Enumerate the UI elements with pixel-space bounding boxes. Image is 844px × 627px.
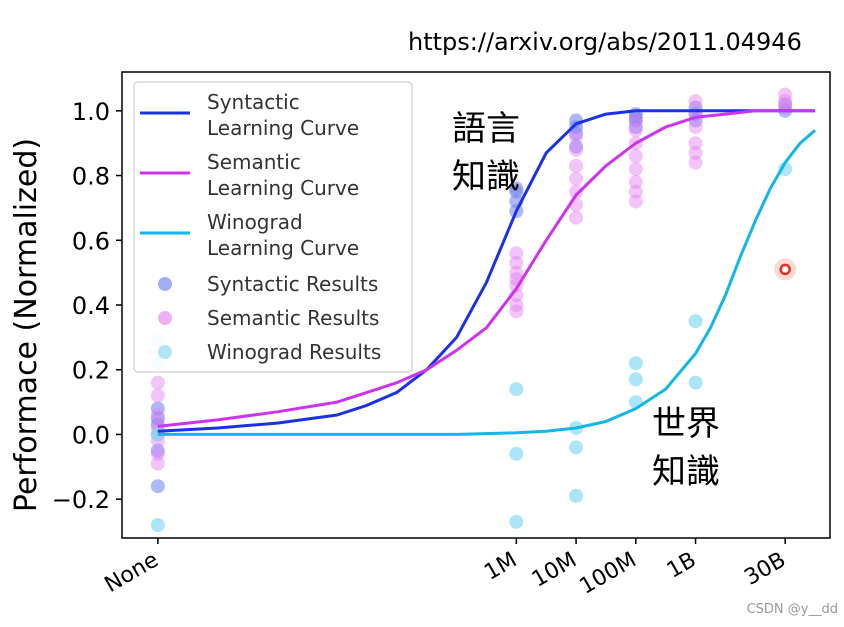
point-syntactic-results-16 (628, 120, 643, 135)
point-semantic-results-30 (688, 94, 703, 109)
point-winograd-results-10 (628, 356, 643, 371)
y-tick-label: 0.8 (72, 163, 110, 191)
point-semantic-results-34 (688, 145, 703, 160)
x-tick-label: None (101, 548, 163, 598)
legend-label: Semantic (207, 150, 301, 174)
legend-label: Learning Curve (207, 236, 359, 260)
point-semantic-results-18 (569, 171, 584, 186)
y-tick-label: 0.6 (72, 227, 110, 255)
x-tick-label: 1B (663, 548, 701, 584)
point-winograd-results-13 (688, 314, 703, 329)
point-syntactic-results-3 (150, 443, 165, 458)
legend-label: Learning Curve (207, 116, 359, 140)
legend-point-swatch (158, 345, 172, 359)
y-tick-label: 0.4 (72, 292, 110, 320)
legend-label: Winograd (207, 210, 303, 234)
highlight-marker (779, 263, 791, 276)
point-syntactic-results-12 (569, 126, 584, 141)
legend-label: Semantic Results (207, 306, 379, 330)
point-semantic-results-13 (509, 298, 524, 312)
annotation-language-knowledge: 語言 (452, 109, 520, 149)
point-syntactic-results-4 (150, 479, 165, 494)
point-semantic-results-6 (150, 375, 165, 390)
curve-semantic-learning-curve (157, 109, 816, 428)
point-semantic-results-7 (509, 246, 524, 261)
point-semantic-results-29 (628, 194, 643, 209)
x-tick-label: 1M (480, 548, 521, 586)
x-tick-label: 10M (528, 548, 581, 593)
legend-label: Learning Curve (207, 176, 359, 200)
point-semantic-results-21 (569, 210, 584, 225)
point-semantic-results-9 (509, 265, 524, 280)
point-semantic-results-19 (569, 184, 584, 199)
point-syntactic-results-9 (509, 181, 524, 196)
annotation-world-knowledge: 知識 (652, 452, 720, 492)
point-semantic-results-27 (628, 175, 643, 190)
point-semantic-results-28 (628, 184, 643, 199)
point-semantic-results-4 (150, 446, 165, 461)
point-winograd-results-15 (778, 162, 793, 177)
y-tick-label: 0.0 (72, 421, 110, 449)
curve-winograd-learning-curve (157, 129, 817, 436)
y-tick-label: −0.2 (52, 486, 110, 514)
point-winograd-results-11 (628, 372, 643, 387)
point-semantic-results-22 (628, 113, 643, 128)
legend-label: Syntactic Results (207, 272, 378, 296)
point-winograd-results-2 (150, 518, 165, 533)
point-semantic-results-37 (778, 94, 793, 109)
point-semantic-results-5 (150, 456, 165, 471)
source-url: https://arxiv.org/abs/2011.04946 (408, 28, 802, 56)
y-tick-label: 1.0 (72, 98, 110, 126)
point-semantic-results-16 (569, 142, 584, 157)
x-tick-label: 100M (576, 548, 641, 600)
point-semantic-results-35 (688, 155, 703, 170)
point-winograd-results-8 (569, 440, 584, 455)
legend-label: Syntactic (207, 90, 300, 114)
x-tick-label: 30B (740, 548, 790, 591)
watermark: CSDN @y__dd (747, 602, 838, 617)
point-semantic-results-8 (509, 255, 524, 270)
legend-point-swatch (158, 277, 172, 291)
point-syntactic-results-0 (150, 401, 165, 416)
point-winograd-results-4 (509, 382, 524, 397)
point-semantic-results-15 (569, 129, 584, 144)
legend-box (133, 81, 413, 373)
point-syntactic-results-13 (569, 139, 584, 154)
point-winograd-results-6 (509, 514, 524, 529)
legend-label: Winograd Results (207, 340, 381, 364)
annotation-language-knowledge: 知識 (452, 157, 520, 197)
point-winograd-results-5 (509, 446, 524, 461)
curve-syntactic-learning-curve (157, 109, 816, 433)
point-semantic-results-25 (628, 149, 643, 164)
legend-point-swatch (158, 311, 172, 325)
point-semantic-results-33 (688, 136, 703, 151)
point-syntactic-results-5 (150, 417, 165, 432)
point-semantic-results-36 (778, 87, 793, 102)
point-semantic-results-17 (569, 158, 584, 173)
point-semantic-results-26 (628, 162, 643, 177)
annotation-world-knowledge: 世界 (652, 404, 720, 444)
plot-area (150, 87, 817, 533)
point-semantic-results-23 (628, 123, 643, 138)
point-winograd-results-9 (569, 488, 584, 503)
point-semantic-results-32 (688, 120, 703, 135)
y-tick-label: 0.2 (72, 357, 110, 385)
point-semantic-results-14 (509, 304, 524, 319)
point-semantic-results-0 (150, 388, 165, 403)
point-winograd-results-14 (688, 375, 703, 390)
point-semantic-results-38 (778, 100, 793, 115)
point-semantic-results-1 (150, 408, 165, 423)
y-axis-label: Performace (Normalized) (9, 138, 44, 512)
